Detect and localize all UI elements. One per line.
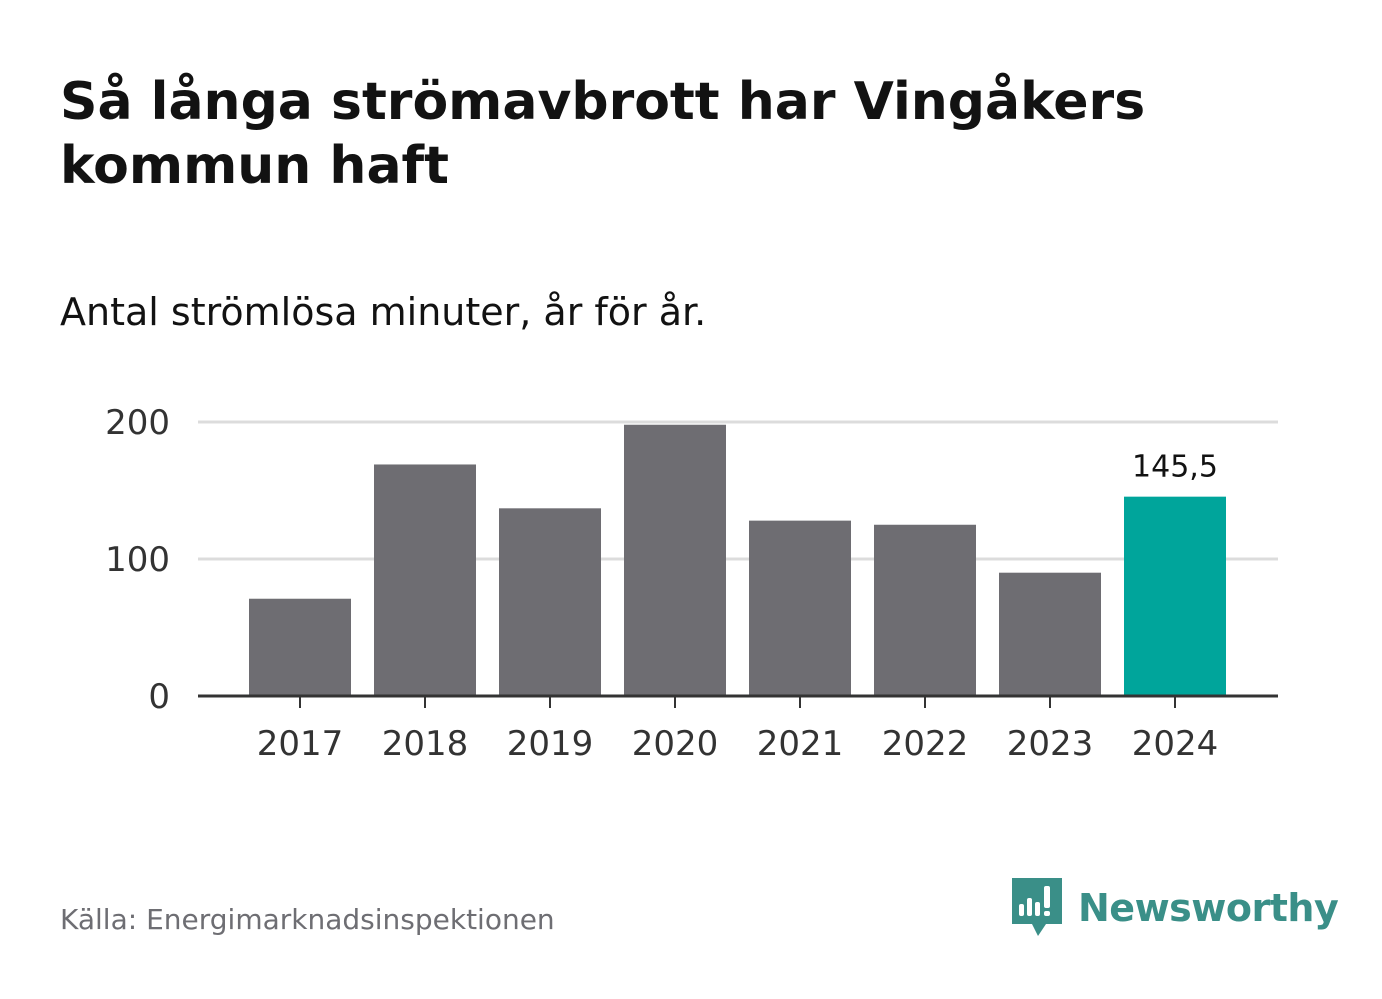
- bar-2017: [249, 598, 351, 696]
- newsworthy-logo-icon: [1012, 878, 1062, 936]
- chart-subtitle: Antal strömlösa minuter, år för år.: [60, 290, 707, 334]
- data-label: 145,5: [1132, 450, 1218, 485]
- grid-lines: [198, 420, 1278, 561]
- source-note: Källa: Energimarknadsinspektionen: [60, 903, 555, 936]
- bar-2023: [999, 572, 1101, 696]
- x-tick-label: 2017: [257, 724, 344, 764]
- bars: [249, 424, 1226, 696]
- x-tick-label: 2022: [882, 724, 969, 764]
- brand-name: Newsworthy: [1078, 886, 1339, 930]
- y-tick-label: 200: [105, 403, 170, 443]
- x-tick-label: 2018: [382, 724, 469, 764]
- bar-2021: [749, 520, 851, 696]
- y-tick-label: 0: [148, 677, 170, 717]
- x-axis: 2017 2018 2019 2020 2021 2022 2023 2024: [198, 694, 1278, 764]
- brand-logo: Newsworthy: [1012, 878, 1339, 938]
- x-tick-label: 2024: [1132, 724, 1219, 764]
- bar-2018: [374, 464, 476, 696]
- y-axis-ticks: 0 100 200: [105, 403, 170, 717]
- x-tick-label: 2021: [757, 724, 844, 764]
- x-tick-label: 2020: [632, 724, 719, 764]
- x-tick-label: 2019: [507, 724, 594, 764]
- x-tick-label: 2023: [1007, 724, 1094, 764]
- y-tick-label: 100: [105, 540, 170, 580]
- chart-title: Så långa strömavbrott har Vingåkers komm…: [60, 72, 1146, 196]
- data-labels: 145,5: [1132, 450, 1218, 485]
- bar-2024: [1124, 496, 1226, 696]
- bar-2020: [624, 424, 726, 696]
- bar-2022: [874, 524, 976, 696]
- bar-2019: [499, 508, 601, 696]
